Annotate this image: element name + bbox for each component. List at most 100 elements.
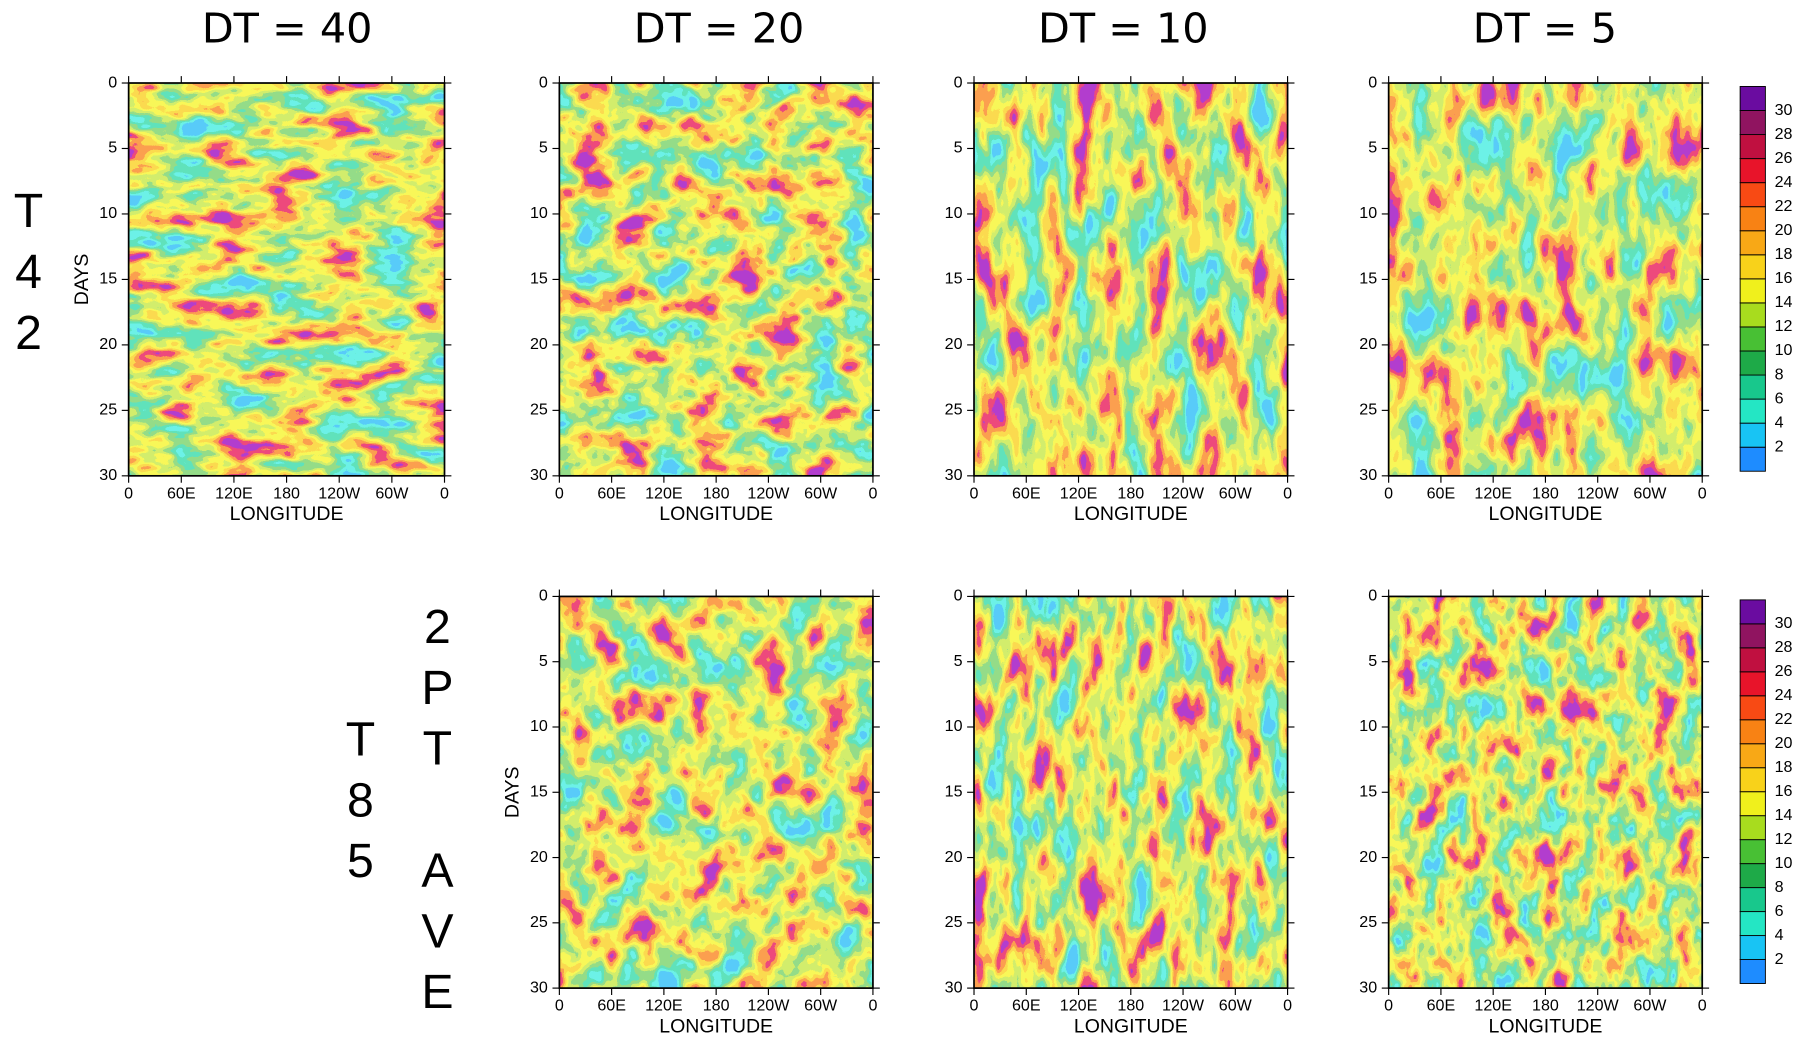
- x-axis-label: LONGITUDE: [1074, 1015, 1188, 1037]
- y-tick-label: 25: [1359, 913, 1377, 931]
- x-tick-label: 180: [1532, 484, 1559, 502]
- x-tick-label: 0: [970, 484, 979, 502]
- colorbar-label: 10: [1775, 341, 1793, 359]
- y-tick-label: 30: [1359, 978, 1377, 996]
- x-tick-label: 60W: [1633, 997, 1667, 1015]
- colorbar-label: 28: [1775, 638, 1793, 656]
- colorbar-label: 18: [1775, 245, 1793, 263]
- y-tick-label: 15: [945, 270, 963, 288]
- y-tick-label: 0: [539, 73, 548, 91]
- y-tick-label: 5: [954, 652, 963, 670]
- x-tick-label: 180: [1117, 484, 1144, 502]
- y-tick-label: 15: [530, 270, 548, 288]
- contour-field: [1388, 83, 1703, 476]
- y-tick-label: 10: [1359, 717, 1377, 735]
- colorbar-box: [1739, 158, 1766, 184]
- colorbar-box: [1739, 398, 1766, 424]
- colorbar-box: [1739, 230, 1766, 256]
- x-tick-label: 60W: [1219, 997, 1253, 1015]
- x-tick-label: 0: [1698, 997, 1707, 1015]
- x-tick-label: 0: [555, 997, 564, 1015]
- y-tick-label: 20: [99, 335, 117, 353]
- y-tick-label: 30: [945, 466, 963, 484]
- colorbar-label: 22: [1775, 710, 1793, 728]
- y-tick-label: 20: [530, 848, 548, 866]
- colorbar-box: [1739, 671, 1766, 697]
- column-title: DT = 10: [1038, 4, 1209, 52]
- x-tick-label: 60W: [375, 484, 409, 502]
- contour-field: [974, 83, 1288, 476]
- y-tick-label: 10: [945, 717, 963, 735]
- colorbar-box: [1739, 302, 1766, 328]
- x-tick-label: 120E: [1474, 997, 1512, 1015]
- colorbar-box: [1739, 134, 1766, 160]
- y-tick-label: 20: [945, 848, 963, 866]
- colorbar-label: 2: [1775, 950, 1784, 968]
- x-tick-label: 60W: [804, 484, 838, 502]
- x-axis-label: LONGITUDE: [1489, 503, 1603, 525]
- y-tick-label: 0: [1368, 587, 1377, 605]
- colorbar-box: [1739, 839, 1766, 865]
- y-tick-label: 15: [1359, 783, 1377, 801]
- y-tick-label: 15: [1359, 270, 1377, 288]
- x-tick-label: 120E: [1060, 484, 1098, 502]
- y-tick-label: 0: [108, 73, 117, 91]
- colorbar-label: 30: [1775, 614, 1793, 632]
- y-tick-label: 10: [99, 204, 117, 222]
- colorbar-box: [1739, 935, 1766, 960]
- colorbar-label: 6: [1775, 389, 1784, 407]
- y-tick-label: 25: [945, 401, 963, 419]
- colorbar-box: [1739, 350, 1766, 376]
- colorbar-label: 30: [1775, 101, 1793, 119]
- y-tick-label: 25: [1359, 401, 1377, 419]
- x-tick-label: 0: [1384, 484, 1393, 502]
- x-tick-label: 0: [124, 484, 133, 502]
- x-tick-label: 0: [555, 484, 564, 502]
- colorbar-label: 22: [1775, 197, 1793, 215]
- x-axis-label: LONGITUDE: [230, 503, 344, 525]
- column-title: DT = 20: [634, 4, 805, 52]
- x-tick-label: 120W: [747, 484, 790, 502]
- y-tick-label: 30: [945, 978, 963, 996]
- y-tick-label: 30: [1359, 466, 1377, 484]
- y-tick-label: 15: [99, 270, 117, 288]
- colorbar-label: 12: [1775, 317, 1793, 335]
- y-tick-label: 10: [530, 717, 548, 735]
- contour-field: [559, 596, 873, 989]
- x-tick-label: 120E: [645, 484, 683, 502]
- y-tick-label: 20: [530, 335, 548, 353]
- x-tick-label: 60E: [1012, 484, 1041, 502]
- colorbar-label: 20: [1775, 734, 1793, 752]
- x-axis-label: LONGITUDE: [1074, 503, 1188, 525]
- x-tick-label: 120W: [1577, 484, 1620, 502]
- x-tick-label: 180: [1117, 997, 1144, 1015]
- x-tick-label: 120W: [1577, 997, 1620, 1015]
- colorbar-label: 14: [1775, 806, 1793, 824]
- y-tick-label: 5: [539, 139, 548, 157]
- x-tick-label: 120E: [1060, 997, 1098, 1015]
- colorbar-box: [1739, 374, 1766, 400]
- x-tick-label: 120W: [318, 484, 361, 502]
- y-tick-label: 25: [99, 401, 117, 419]
- x-tick-label: 120E: [215, 484, 253, 502]
- x-tick-label: 60W: [1219, 484, 1253, 502]
- y-tick-label: 5: [954, 139, 963, 157]
- x-axis-label: LONGITUDE: [1489, 1015, 1603, 1037]
- colorbar-label: 26: [1775, 149, 1793, 167]
- colorbar-label: 8: [1775, 365, 1784, 383]
- y-tick-label: 0: [954, 73, 963, 91]
- x-tick-label: 180: [703, 484, 730, 502]
- colorbar-label: 8: [1775, 878, 1784, 896]
- x-tick-label: 0: [440, 484, 449, 502]
- x-tick-label: 120W: [747, 997, 790, 1015]
- x-tick-label: 0: [1283, 484, 1292, 502]
- x-axis-label: LONGITUDE: [659, 1015, 773, 1037]
- column-title: DT = 40: [202, 4, 373, 52]
- colorbar-label: 16: [1775, 269, 1793, 287]
- y-tick-label: 20: [945, 335, 963, 353]
- colorbar-box: [1739, 254, 1766, 280]
- colorbar-box: [1739, 326, 1766, 352]
- colorbar-box: [1739, 278, 1766, 304]
- colorbar-box: [1739, 815, 1766, 841]
